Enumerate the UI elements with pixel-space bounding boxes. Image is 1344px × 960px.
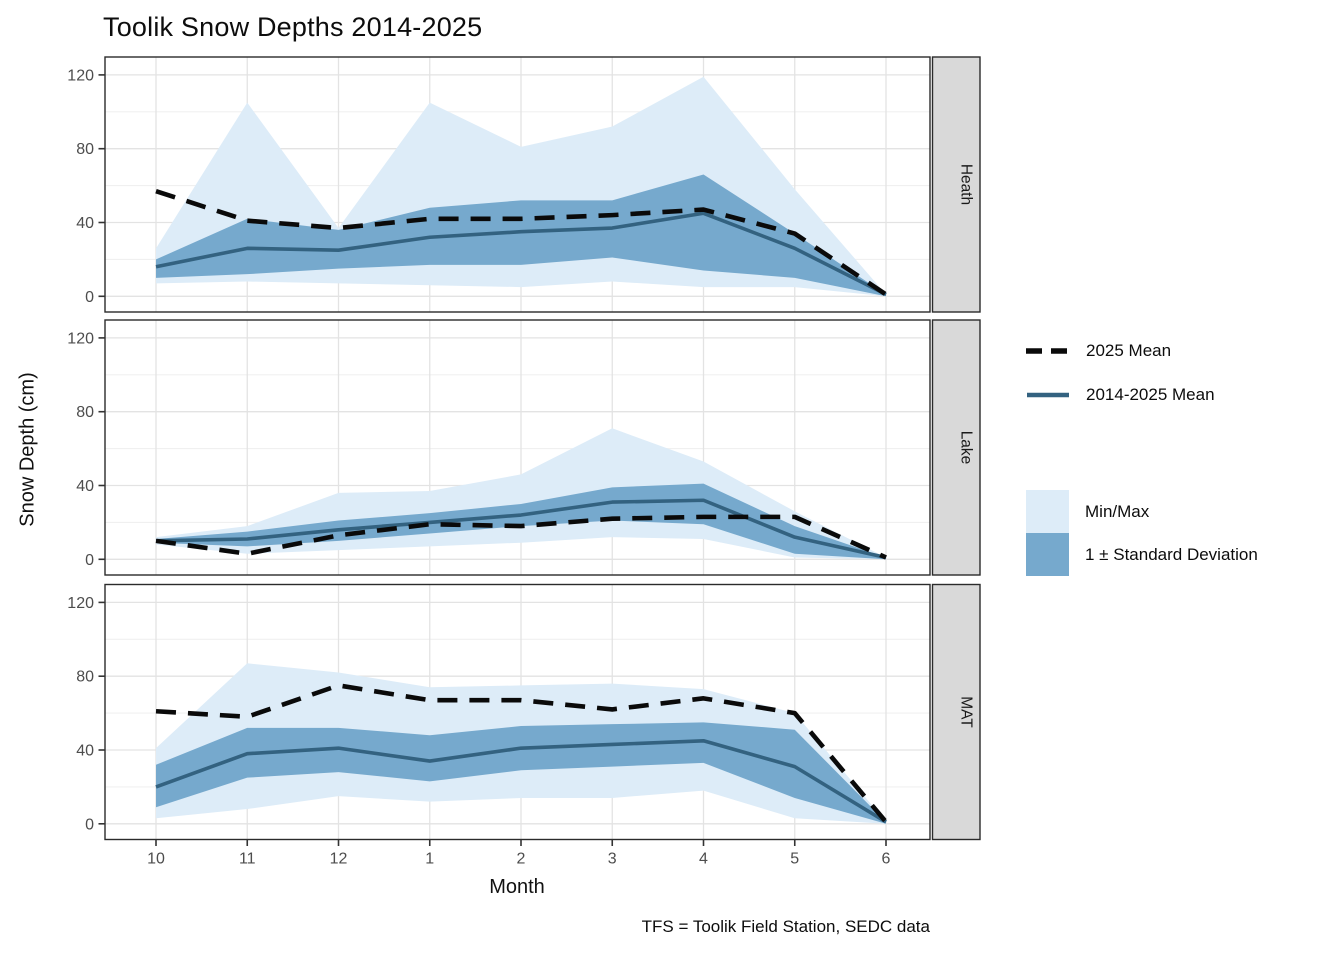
x-axis-title: Month	[489, 876, 545, 898]
chart-title: Toolik Snow Depths 2014-2025	[103, 12, 483, 42]
x-tick-label: 1	[425, 851, 434, 868]
x-tick-label: 2	[517, 851, 526, 868]
mean-2025-dashed-line	[155, 514, 887, 560]
facet-label: Lake	[957, 431, 974, 465]
mean-line	[155, 498, 887, 560]
y-tick-label: 0	[85, 552, 94, 569]
x-tick-label: 10	[147, 851, 165, 868]
minmax-swatch-icon	[1026, 490, 1069, 533]
x-tick-label: 5	[790, 851, 799, 868]
legend-item-standard-deviation: 1 ± Standard Deviation	[1026, 533, 1338, 576]
facet-strip	[931, 56, 981, 313]
facet-strip	[931, 319, 981, 576]
y-tick-label: 80	[76, 669, 94, 686]
facet-strip	[931, 583, 981, 841]
legend-spacer	[1026, 424, 1338, 490]
y-tick-label: 80	[76, 404, 94, 421]
legend-label: 2014-2025 Mean	[1086, 385, 1215, 404]
mean-2025-dashed-line	[155, 683, 888, 824]
legend: 2025 Mean 2014-2025 Mean Min/Max 1 ± Sta…	[1026, 336, 1338, 576]
panel-border	[104, 319, 931, 576]
sd-ribbon	[156, 174, 886, 297]
y-tick-label: 120	[67, 67, 94, 84]
y-tick-label: 80	[76, 141, 94, 158]
facet-label: Heath	[957, 164, 974, 205]
y-tick-label: 120	[67, 595, 94, 612]
x-tick-label: 3	[608, 851, 617, 868]
mean-line	[155, 738, 887, 824]
legend-item-minmax: Min/Max	[1026, 490, 1338, 533]
sd-ribbon	[156, 483, 886, 560]
legend-label: Min/Max	[1085, 501, 1150, 521]
data-source-caption: TFS = Toolik Field Station, SEDC data	[641, 917, 930, 936]
x-tick-label: 6	[882, 851, 891, 868]
legend-item-2014-2025-mean: 2014-2025 Mean	[1026, 380, 1338, 410]
mean-line	[155, 211, 887, 297]
sd-swatch-icon	[1026, 533, 1069, 576]
y-tick-label: 40	[76, 478, 94, 495]
x-tick-label: 11	[239, 851, 256, 868]
legend-item-2025-mean: 2025 Mean	[1026, 336, 1338, 366]
y-tick-label: 120	[67, 330, 94, 347]
y-tick-label: 0	[85, 289, 94, 306]
y-tick-label: 0	[85, 816, 94, 833]
panel-border	[104, 583, 931, 841]
y-tick-label: 40	[76, 215, 94, 232]
panel-border	[104, 56, 931, 313]
y-tick-label: 40	[76, 743, 94, 760]
x-tick-label: 4	[699, 851, 708, 868]
solid-line-key-icon	[1027, 392, 1069, 398]
dashed-line-key-icon	[1026, 348, 1070, 354]
mean-2025-dashed-line	[155, 188, 888, 297]
legend-label: 1 ± Standard Deviation	[1085, 544, 1258, 564]
x-tick-label: 12	[330, 851, 348, 868]
legend-label: 2025 Mean	[1086, 341, 1172, 360]
facet-label: MAT	[957, 696, 974, 728]
